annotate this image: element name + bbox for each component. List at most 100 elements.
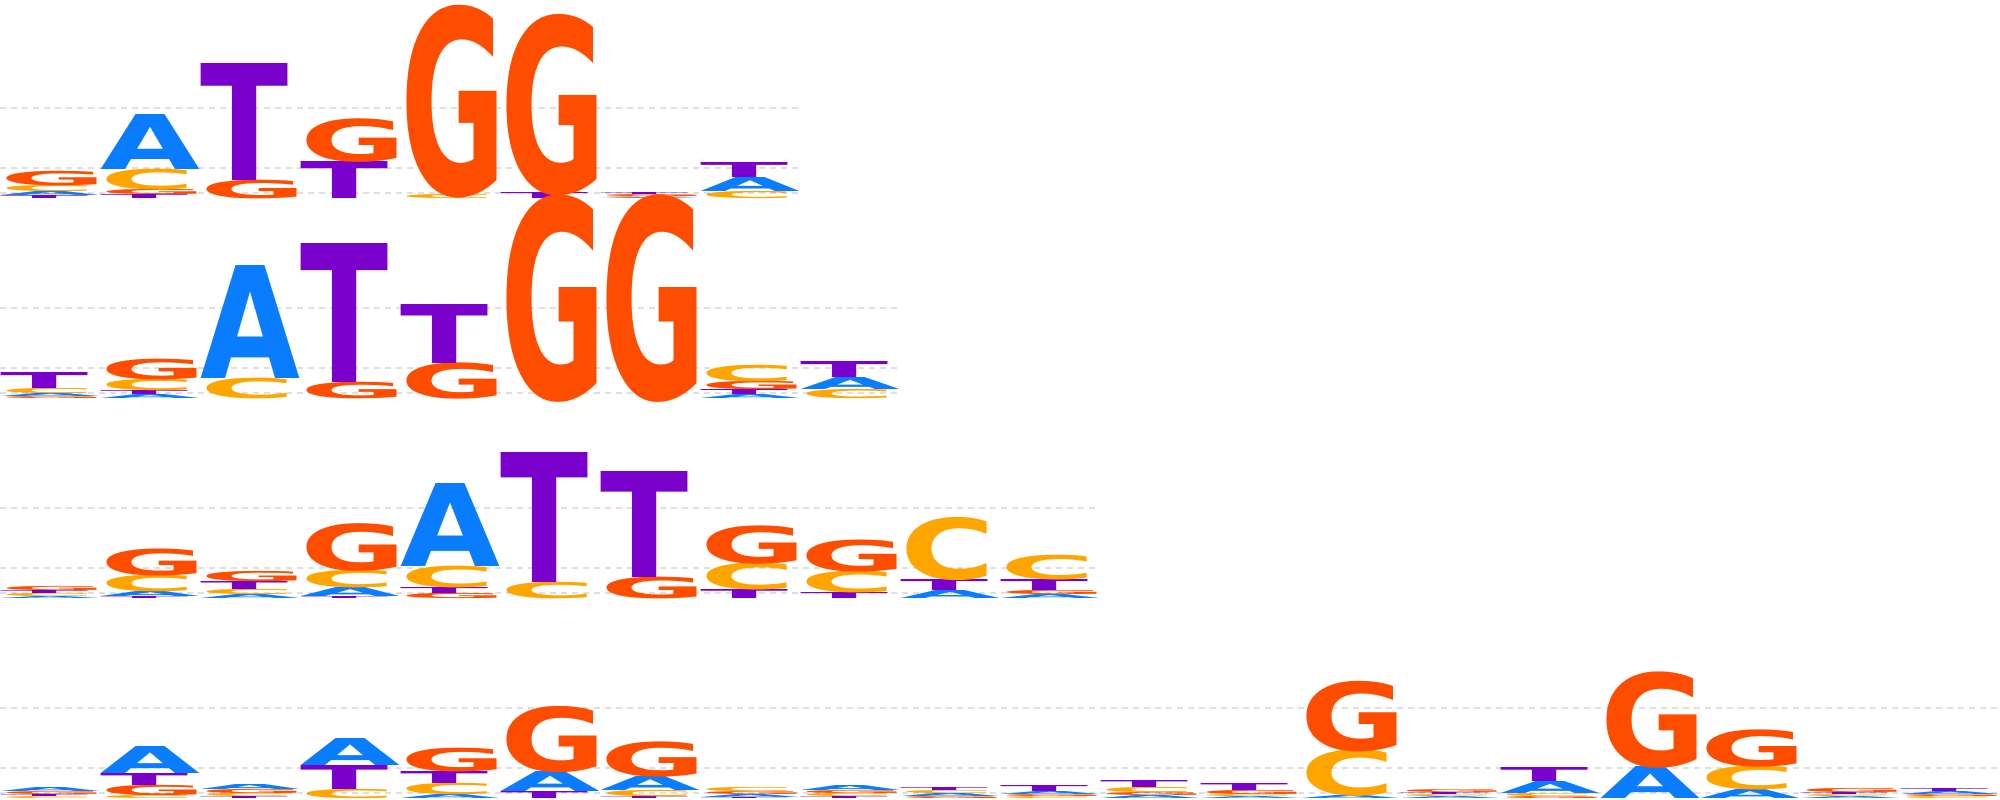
logo-letter-g: G: [1400, 788, 1506, 793]
logo-letter-g: G: [1100, 791, 1206, 796]
logo-letter-t: T: [100, 389, 188, 395]
logo-letter-a: A: [700, 793, 800, 798]
logo-letter-c: C: [300, 787, 395, 800]
logo-letter-t: T: [800, 357, 888, 383]
logo-letter-g: G: [600, 193, 706, 196]
logo-letter-t: T: [900, 576, 988, 594]
logo-letter-c: C: [1200, 793, 1295, 796]
logo-column: CT: [500, 416, 595, 624]
logo-letter-g: G: [900, 795, 1006, 798]
logo-letter-c: C: [100, 571, 195, 597]
logo-letter-a: A: [400, 460, 500, 593]
logo-column: TCG: [800, 532, 906, 600]
logo-letter-t: T: [100, 193, 188, 199]
logo-letter-a: A: [100, 99, 200, 187]
logo-column: AG: [1600, 649, 1706, 800]
logo-letter-a: A: [1400, 795, 1500, 798]
logo-letter-g: G: [1700, 721, 1806, 779]
logo-column: GT: [600, 443, 706, 612]
logo-letter-c: C: [100, 376, 195, 394]
logo-letter-t: T: [900, 786, 988, 791]
logo-letter-t: T: [0, 589, 88, 594]
logo-letter-c: C: [1300, 738, 1395, 800]
logo-letter-a: A: [1200, 795, 1300, 798]
logo-letter-c: C: [600, 788, 695, 798]
logo-letter-g: G: [500, 143, 606, 463]
logo-letter-c: C: [200, 373, 295, 405]
logo-column: ACG: [1700, 721, 1806, 800]
logo-letter-a: A: [1600, 757, 1700, 800]
logo-letter-a: A: [400, 793, 500, 799]
logo-letter-c: C: [900, 789, 995, 794]
logo-letter-c: C: [0, 795, 95, 798]
logo-letter-g: G: [100, 188, 206, 196]
logo-letter-c: C: [1900, 795, 1995, 798]
logo-letter-t: T: [100, 595, 188, 598]
logo-letter-g: G: [700, 790, 806, 795]
logo-column: TAG: [500, 690, 606, 800]
logo-letter-a: A: [600, 772, 701, 794]
logo-letter-g: G: [500, 0, 606, 249]
logo-letter-t: T: [100, 770, 188, 789]
logo-letter-t: T: [200, 795, 288, 798]
logo-letter-a: A: [200, 783, 300, 791]
logo-letter-t: T: [1500, 763, 1588, 785]
logo-letter-c: C: [800, 387, 895, 401]
logo-letter-a: A: [800, 784, 900, 792]
logo-letter-c: C: [500, 578, 595, 604]
logo-letter-c: C: [400, 780, 495, 798]
logo-letter-c: C: [200, 792, 295, 797]
logo-letter-a: A: [1800, 795, 1900, 798]
logo-letter-t: T: [300, 595, 388, 598]
logo-letter-c: C: [1400, 793, 1495, 796]
logo-column: CA: [200, 235, 300, 415]
logo-column: ATC: [900, 501, 1000, 600]
logo-letter-a: A: [700, 393, 800, 399]
logo-letter-c: C: [600, 196, 695, 198]
logo-letter-a: A: [300, 585, 400, 599]
logo-letter-t: T: [1000, 576, 1088, 594]
logo-letter-g: G: [700, 516, 806, 575]
logo-letter-c: C: [1100, 786, 1195, 794]
logo-letter-g: G: [200, 568, 306, 584]
logo-letter-c: C: [400, 193, 495, 199]
logo-letter-t: T: [800, 795, 888, 798]
logo-letter-t: T: [0, 194, 88, 199]
logo-letter-a: A: [1700, 787, 1800, 800]
logo-letter-g: G: [600, 733, 706, 787]
logo-letter-t: T: [400, 585, 488, 595]
logo-letter-t: T: [600, 795, 688, 798]
logo-letter-c: C: [0, 183, 95, 193]
logo-letter-c: C: [1000, 795, 1095, 798]
logo-letter-c: C: [200, 588, 295, 596]
logo-letter-c: C: [1700, 760, 1795, 797]
logo-letter-g: G: [0, 585, 106, 591]
logo-letter-c: C: [700, 361, 795, 387]
logo-letter-g: G: [600, 143, 706, 463]
logo-letter-a: A: [200, 593, 300, 599]
logo-letter-c: C: [1500, 792, 1595, 797]
logo-column: TG: [300, 107, 406, 210]
logo-letter-g: G: [600, 572, 706, 606]
logo-letter-c: C: [1800, 793, 1895, 796]
logo-letter-g: G: [1000, 793, 1106, 796]
logo-letter-a: A: [1900, 790, 2000, 795]
